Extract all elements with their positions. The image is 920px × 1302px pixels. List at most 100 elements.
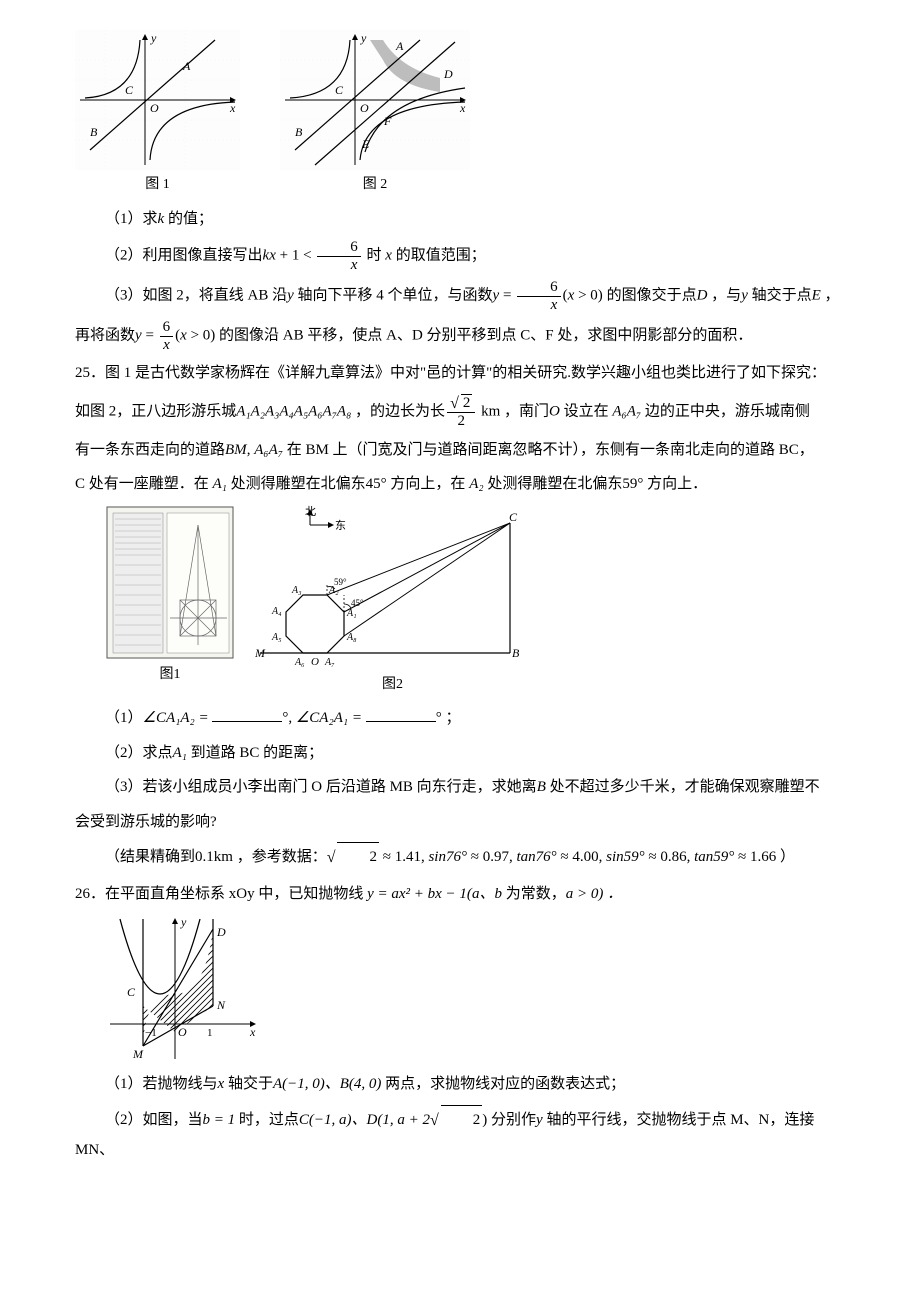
fig1-A: A	[182, 59, 191, 73]
p25b-O: O	[549, 403, 560, 419]
p25c-BM: BM	[225, 442, 247, 458]
q2-x2: x	[385, 248, 392, 264]
q2-x1: x	[269, 248, 276, 264]
q26-2y: y	[536, 1112, 543, 1128]
q25h-2: ，参考数据：	[233, 849, 327, 865]
q3-e: 轴交于点	[748, 288, 812, 304]
fig26-neg1: −1	[145, 1027, 157, 1039]
p25b-1: 如图 2，正八边形游乐城	[75, 403, 236, 419]
p25d-59: 59°	[622, 476, 643, 492]
fig2-O: O	[360, 101, 369, 115]
figure-25b: 北 东 C B M O A₆ A₇ A₈ A₁ A₂ A₃ A₄ A₅ 45°	[255, 505, 530, 699]
q2-plus: + 1 <	[276, 248, 315, 264]
fig26-N: N	[216, 998, 226, 1012]
q26-2a: （2）如图，当	[105, 1112, 203, 1128]
fig26-x: x	[249, 1025, 256, 1039]
p25c-A67: A₆A₇	[254, 442, 283, 458]
p25-line2: 如图 2，正八边形游乐城A₁A₂A₃A₄A₅A₆A₇A₈ ，的边长为长√22 k…	[75, 394, 850, 430]
fig25b-N: 北	[305, 505, 316, 518]
q25h-t76v: ≈ 4.00,	[557, 849, 606, 865]
q3-E: E	[812, 288, 821, 304]
q25h-t59: tan59°	[694, 849, 734, 865]
q3-x2: x	[180, 328, 187, 344]
p25d-5: 方向上．	[643, 476, 707, 492]
q26-1A: A(−1, 0)、	[273, 1076, 340, 1092]
p25d-A2: A₂	[469, 476, 483, 492]
q26-1: （1）若抛物线与x 轴交于A(−1, 0)、B(4, 0) 两点，求抛物线对应的…	[75, 1070, 850, 1099]
q25-3tail: 处不超过多少千米，才能确保观察雕塑不	[546, 779, 820, 795]
q3-gt2: > 0)	[187, 328, 215, 344]
q3-den2: x	[160, 337, 174, 354]
q3-a: （3）如图 2，将直线 AB 沿	[105, 288, 287, 304]
fig2-E: E	[361, 137, 370, 151]
fig2-label: 图 2	[280, 172, 470, 199]
fig1-label: 图 1	[75, 172, 240, 199]
q3-d: ，与	[707, 288, 741, 304]
q25h-s76: sin76°	[428, 849, 467, 865]
q2-c: 的取值范围；	[392, 248, 486, 264]
fig25b-A4: A₄	[271, 606, 282, 617]
fig26-pos1: 1	[207, 1027, 213, 1039]
q25h-sqrt: 2	[337, 842, 379, 872]
fig1-x: x	[229, 101, 236, 115]
p25b-sqrt: 2	[461, 394, 473, 412]
q3-num2: 6	[160, 319, 174, 337]
q3-num: 6	[517, 279, 561, 297]
q25-hint: （结果精确到0.1km ，参考数据：√2 ≈ 1.41, sin76° ≈ 0.…	[75, 842, 850, 873]
q26-1b: 轴交于	[224, 1076, 273, 1092]
q24-1: （1）求k 的值；	[75, 205, 850, 234]
q25h-01: 0.1km	[195, 849, 233, 865]
q25-2-a: （2）求点	[105, 745, 173, 761]
fig25b-O: O	[311, 656, 319, 668]
q2-a: （2）利用图像直接写出	[105, 248, 263, 264]
fig25b-A8: A₈	[346, 632, 357, 643]
q24-3-line2: 再将函数y = 6x(x > 0) 的图像沿 AB 平移，使点 A、D 分别平移…	[75, 319, 850, 353]
p25b-den: 2	[447, 413, 475, 430]
fig25b-A3: A₃	[291, 585, 302, 596]
q26-2b: 时，过点	[235, 1112, 299, 1128]
fig25b-label: 图2	[255, 672, 530, 699]
figure-26: O x y C D M N −1 1	[105, 914, 850, 1064]
fig25b-M: M	[255, 646, 266, 660]
figure-1: O A B C x y 图 1	[75, 30, 240, 199]
q3-eq: =	[499, 288, 515, 304]
fig2-A: A	[395, 39, 404, 53]
p25c-2: 在 BM 上（门宽及门与道路间距离忽略不计），东侧有一条南北走向的道路 BC，	[283, 442, 814, 458]
q2-b: 时	[363, 248, 386, 264]
q25h-s59: sin59°	[606, 849, 645, 865]
blank-2	[366, 706, 436, 722]
q1-text: （1）求	[105, 211, 158, 227]
fig2-y: y	[360, 31, 367, 45]
q25-1a: （1）	[105, 710, 143, 726]
fig2-C: C	[335, 83, 344, 97]
q26-2b1: b = 1	[203, 1112, 236, 1128]
p25-line4: C 处有一座雕塑．在 A₁ 处测得雕塑在北偏东45° 方向上，在 A₂ 处测得雕…	[75, 470, 850, 499]
p26-a: 26．在平面直角坐标系 xOy 中，已知抛物线	[75, 886, 367, 902]
fig25b-A6: A₆	[294, 657, 305, 668]
q25-1-deg1: °,	[282, 710, 296, 726]
q26-2: （2）如图，当b = 1 时，过点C(−1, a)、D(1, a + 2√2) …	[75, 1105, 850, 1165]
fig25b-A7: A₇	[324, 657, 335, 668]
p25b-5: 边的正中央，游乐城南侧	[641, 403, 810, 419]
q26-1c: 两点，求抛物线对应的函数表达式；	[381, 1076, 625, 1092]
q24-2: （2）利用图像直接写出kx + 1 < 6x 时 x 的取值范围；	[75, 239, 850, 273]
p26-eq: y = ax² + bx − 1(	[367, 886, 472, 902]
p25-line3: 有一条东西走向的道路BM, A₆A₇ 在 BM 上（门宽及门与道路间距离忽略不计…	[75, 436, 850, 465]
fig26-M: M	[132, 1047, 144, 1061]
fig26-C: C	[127, 985, 136, 999]
q1-tail: 的值；	[164, 211, 213, 227]
p25b-A67: A₆A₇	[612, 403, 641, 419]
q25h-s76v: ≈ 0.97,	[467, 849, 516, 865]
p25c-1: 有一条东西走向的道路	[75, 442, 225, 458]
q26-1B: B(4, 0)	[340, 1076, 382, 1092]
q3-den: x	[517, 297, 561, 314]
q25-2-A1: A₁	[173, 745, 187, 761]
q25h-t59v: ≈ 1.66	[734, 849, 776, 865]
figure-row-25: 图1 北 东 C B M O A₆	[105, 505, 850, 699]
q3-D: D	[697, 288, 708, 304]
q25h-close: ）	[776, 849, 795, 865]
q25h-1: （结果精确到	[105, 849, 195, 865]
q25-3B: B	[537, 779, 546, 795]
figure-row-1: O A B C x y 图 1	[75, 30, 850, 199]
q25-2-tail: 到道路 BC 的距离；	[187, 745, 323, 761]
